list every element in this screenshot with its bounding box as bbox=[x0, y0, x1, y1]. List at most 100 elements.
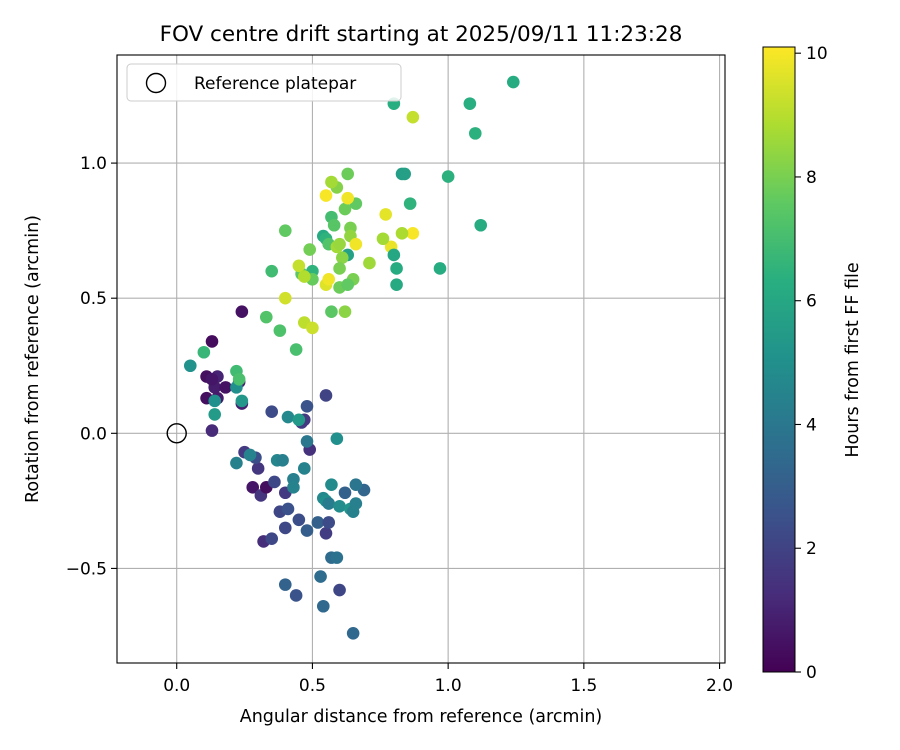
data-point bbox=[322, 497, 336, 510]
data-point bbox=[265, 405, 279, 418]
data-point bbox=[208, 408, 222, 421]
data-point bbox=[300, 435, 314, 448]
data-point bbox=[205, 424, 219, 437]
data-point bbox=[390, 262, 403, 275]
data-point bbox=[349, 478, 363, 491]
data-point bbox=[341, 278, 355, 291]
y-tick-label: 1.0 bbox=[80, 154, 107, 174]
data-point bbox=[197, 345, 211, 359]
data-point bbox=[325, 478, 338, 491]
colorbar-gradient bbox=[762, 46, 796, 673]
data-point bbox=[346, 505, 360, 518]
data-point bbox=[205, 335, 219, 348]
data-point bbox=[433, 262, 447, 275]
y-tick-label: 0.5 bbox=[80, 289, 107, 309]
data-point bbox=[259, 310, 273, 324]
reference-platepar-marker bbox=[166, 423, 187, 444]
data-point bbox=[281, 410, 295, 424]
data-point bbox=[468, 127, 482, 140]
data-point bbox=[406, 110, 420, 124]
colorbar-tick-label: 0 bbox=[806, 663, 817, 683]
data-point bbox=[319, 526, 333, 540]
data-point bbox=[330, 432, 344, 446]
data-point bbox=[297, 270, 311, 283]
data-point bbox=[319, 389, 333, 402]
data-point bbox=[230, 456, 243, 470]
data-point bbox=[219, 381, 232, 394]
data-point bbox=[276, 454, 289, 467]
data-point bbox=[297, 462, 311, 475]
data-point bbox=[376, 232, 390, 246]
data-point bbox=[325, 175, 338, 189]
data-point bbox=[333, 262, 346, 275]
x-tick-label: 0.0 bbox=[163, 676, 190, 696]
y-tick-label: −0.5 bbox=[66, 559, 107, 579]
y-axis-ticks: −0.5 0.0 0.5 1.0 bbox=[66, 154, 117, 579]
data-point bbox=[278, 521, 292, 535]
data-point bbox=[333, 583, 346, 597]
data-point bbox=[363, 256, 376, 270]
data-point bbox=[306, 321, 319, 335]
data-point bbox=[300, 524, 314, 537]
data-point bbox=[506, 75, 520, 89]
data-point bbox=[246, 481, 260, 494]
chart-title: FOV centre drift starting at 2025/09/11 … bbox=[160, 22, 683, 47]
data-point bbox=[278, 578, 292, 591]
data-point bbox=[235, 305, 249, 319]
colorbar-tick-label: 8 bbox=[806, 168, 817, 188]
data-point bbox=[346, 626, 360, 640]
data-point bbox=[314, 570, 327, 583]
data-point bbox=[330, 551, 344, 564]
data-point bbox=[292, 413, 306, 427]
x-tick-label: 1.5 bbox=[570, 676, 597, 696]
grid-lines bbox=[117, 55, 725, 663]
legend-entry-label: Reference platepar bbox=[194, 74, 356, 94]
data-point bbox=[300, 399, 314, 413]
colorbar-tick-label: 6 bbox=[806, 292, 817, 312]
data-point bbox=[325, 305, 338, 319]
colorbar-tick-label: 10 bbox=[806, 44, 828, 64]
data-point bbox=[403, 197, 417, 210]
data-point bbox=[338, 305, 352, 319]
data-point bbox=[333, 499, 346, 513]
data-point bbox=[463, 97, 477, 110]
colorbar-label: Hours from first FF file bbox=[843, 262, 863, 457]
data-point bbox=[278, 291, 292, 305]
colorbar: 0 2 4 6 8 10 Hours from first FF file bbox=[762, 44, 863, 683]
x-tick-label: 0.5 bbox=[299, 676, 326, 696]
colorbar-tick-label: 2 bbox=[806, 539, 817, 559]
data-point bbox=[395, 227, 409, 240]
data-point bbox=[338, 202, 352, 216]
data-point bbox=[243, 448, 257, 462]
data-point bbox=[208, 394, 222, 408]
data-point bbox=[349, 237, 363, 251]
y-tick-label: 0.0 bbox=[80, 424, 107, 444]
data-point bbox=[265, 264, 279, 278]
data-point bbox=[316, 599, 330, 613]
plot-frame bbox=[116, 54, 726, 664]
data-point bbox=[379, 208, 393, 221]
data-point bbox=[232, 372, 246, 386]
data-point bbox=[287, 481, 300, 494]
data-point bbox=[235, 394, 249, 408]
data-point bbox=[327, 218, 341, 232]
x-axis-ticks: 0.0 0.5 1.0 1.5 2.0 bbox=[163, 663, 733, 696]
data-point bbox=[303, 243, 317, 256]
data-point bbox=[273, 324, 287, 337]
data-point bbox=[441, 170, 455, 183]
data-point bbox=[398, 167, 412, 181]
x-tick-label: 1.0 bbox=[435, 676, 462, 696]
data-point bbox=[387, 248, 401, 262]
legend-marker-icon bbox=[145, 72, 167, 94]
data-point bbox=[390, 278, 403, 291]
data-point bbox=[251, 462, 265, 475]
data-point bbox=[474, 218, 488, 232]
data-point bbox=[278, 224, 292, 237]
data-point bbox=[281, 502, 295, 516]
data-point bbox=[333, 237, 346, 251]
data-point bbox=[205, 372, 219, 386]
data-point bbox=[311, 516, 325, 529]
data-point bbox=[406, 227, 420, 240]
legend: Reference platepar bbox=[126, 63, 402, 102]
data-point bbox=[335, 251, 349, 264]
